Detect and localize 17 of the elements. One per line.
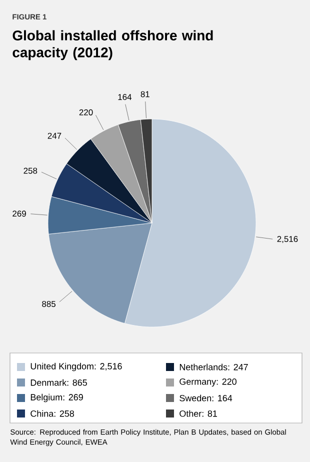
- data-label: 2,516: [277, 236, 298, 244]
- data-label: 258: [24, 168, 38, 174]
- data-label: 247: [48, 132, 62, 139]
- legend-label: Germany: 220: [180, 378, 236, 387]
- legend-label: Netherlands: 247: [180, 364, 248, 370]
- legend-label: Denmark: 865: [30, 379, 87, 386]
- legend-label: China: 258: [30, 410, 74, 417]
- data-label: 164: [118, 94, 132, 100]
- legend-label: Belgium: 269: [30, 394, 83, 402]
- legend-label: Other: 81: [180, 410, 217, 417]
- data-label: 885: [42, 300, 56, 307]
- data-label: 81: [140, 91, 150, 98]
- data-label: 220: [79, 109, 93, 116]
- chart-title: Global installed offshore wind capacity (2012): [12, 30, 213, 60]
- data-label: 269: [12, 210, 26, 217]
- legend-label: Sweden: 164: [180, 394, 232, 402]
- legend-label: United Kingdom: 2,516: [30, 362, 122, 372]
